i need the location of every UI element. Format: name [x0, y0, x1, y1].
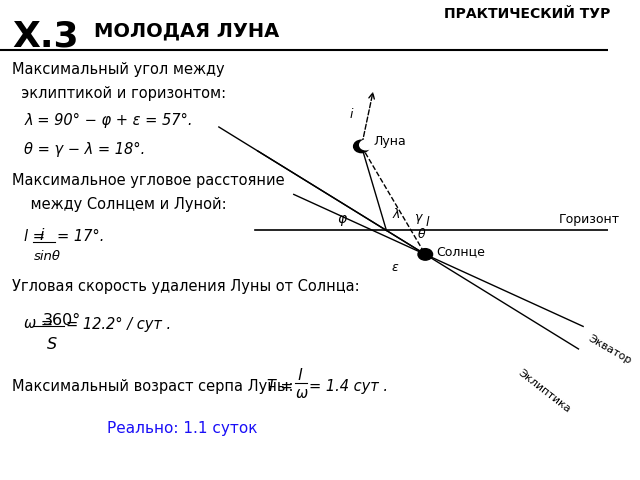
Text: Угловая скорость удаления Луны от Солнца:: Угловая скорость удаления Луны от Солнца…	[12, 279, 360, 294]
Text: Горизонт: Горизонт	[559, 213, 620, 226]
Circle shape	[360, 140, 372, 150]
Text: θ: θ	[418, 228, 426, 240]
Text: ω =: ω =	[24, 316, 53, 332]
Text: Эклиптика: Эклиптика	[516, 368, 572, 415]
Text: i: i	[40, 228, 44, 243]
Text: Луна: Луна	[374, 135, 406, 148]
Text: l: l	[426, 216, 429, 228]
Text: Солнце: Солнце	[436, 245, 485, 259]
Text: λ = 90° − φ + ε = 57°.: λ = 90° − φ + ε = 57°.	[24, 113, 193, 128]
Text: Максимальное угловое расстояние: Максимальное угловое расстояние	[12, 173, 285, 188]
Text: γ: γ	[413, 211, 421, 224]
Text: Экватор: Экватор	[586, 334, 633, 366]
Circle shape	[353, 140, 369, 153]
Circle shape	[418, 249, 433, 260]
Text: sinθ: sinθ	[33, 250, 60, 263]
Text: Максимальный угол между: Максимальный угол между	[12, 62, 225, 77]
Text: l: l	[298, 368, 302, 384]
Text: ω: ω	[296, 386, 308, 401]
Text: МОЛОДАЯ ЛУНА: МОЛОДАЯ ЛУНА	[94, 22, 280, 41]
Text: S: S	[47, 337, 57, 352]
Text: = 1.4 сут .: = 1.4 сут .	[308, 379, 388, 394]
Text: эклиптикой и горизонтом:: эклиптикой и горизонтом:	[12, 86, 227, 101]
Text: между Солнцем и Луной:: между Солнцем и Луной:	[12, 197, 227, 212]
Text: = 12.2° / сут .: = 12.2° / сут .	[66, 316, 171, 332]
Text: φ: φ	[338, 212, 347, 226]
Text: i: i	[349, 108, 353, 120]
Text: T =: T =	[268, 379, 293, 394]
Text: l =: l =	[24, 229, 45, 244]
Text: Х.3: Х.3	[12, 19, 79, 53]
Text: ε: ε	[392, 261, 399, 274]
Text: = 17°.: = 17°.	[56, 229, 104, 244]
Text: Реально: 1.1 суток: Реально: 1.1 суток	[107, 421, 257, 436]
Text: 360°: 360°	[42, 313, 81, 328]
Text: λ: λ	[392, 208, 400, 221]
Text: ПРАКТИЧЕСКИЙ ТУР: ПРАКТИЧЕСКИЙ ТУР	[444, 7, 610, 21]
Text: θ = γ − λ = 18°.: θ = γ − λ = 18°.	[24, 142, 145, 156]
Text: Максимальный возраст серпа Луны:: Максимальный возраст серпа Луны:	[12, 379, 294, 394]
